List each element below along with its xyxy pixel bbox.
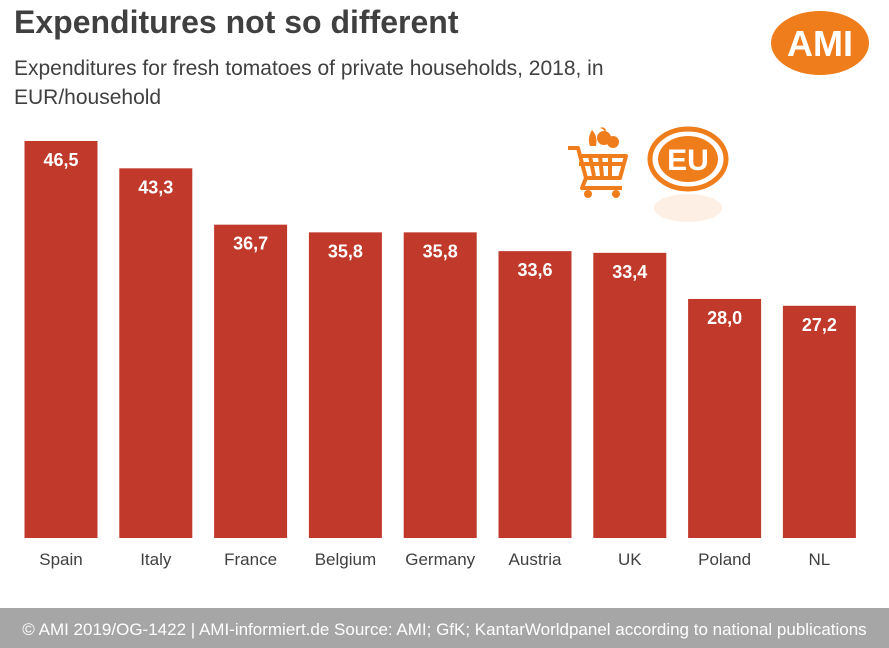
category-label: NL [809, 550, 831, 569]
value-label: 27,2 [802, 315, 837, 335]
value-label: 33,4 [612, 262, 647, 282]
source-footer: © AMI 2019/OG-1422 | AMI-informiert.de S… [0, 608, 889, 648]
value-label: 28,0 [707, 308, 742, 328]
value-label: 36,7 [233, 234, 268, 254]
bar-italy [119, 168, 193, 538]
bar-chart: 46,5 43,3 36,7 35,8 35,8 33,6 33,4 28,0 27,2 Spa… [24, 141, 856, 569]
category-label: Italy [140, 550, 172, 569]
bar-germany [403, 232, 477, 538]
ami-logo-text: AMI [787, 23, 853, 64]
bar-austria [498, 251, 572, 538]
eu-badge: EU [647, 126, 729, 222]
category-label: UK [618, 550, 642, 569]
category-label: Poland [698, 550, 751, 569]
chart-title: Expenditures not so different [14, 4, 459, 40]
category-label: Belgium [315, 550, 376, 569]
category-label: France [224, 550, 277, 569]
shopping-cart-icon [568, 127, 628, 198]
category-label: Germany [405, 550, 475, 569]
category-label: Spain [39, 550, 82, 569]
value-label: 35,8 [423, 241, 458, 261]
category-label: Austria [509, 550, 562, 569]
bar-uk [593, 252, 667, 538]
chart-subtitle: Expenditures for fresh tomatoes of priva… [14, 57, 604, 109]
value-label: 33,6 [517, 260, 552, 280]
bar-belgium [308, 232, 382, 538]
bar-poland [688, 298, 762, 538]
bar-france [214, 224, 288, 538]
ami-logo: AMI [771, 11, 869, 75]
eu-badge-text: EU [667, 144, 709, 177]
value-label: 35,8 [328, 241, 363, 261]
bar-spain [24, 141, 98, 538]
value-label: 46,5 [43, 150, 78, 170]
value-label: 43,3 [138, 177, 173, 197]
bar-nl [782, 305, 856, 538]
